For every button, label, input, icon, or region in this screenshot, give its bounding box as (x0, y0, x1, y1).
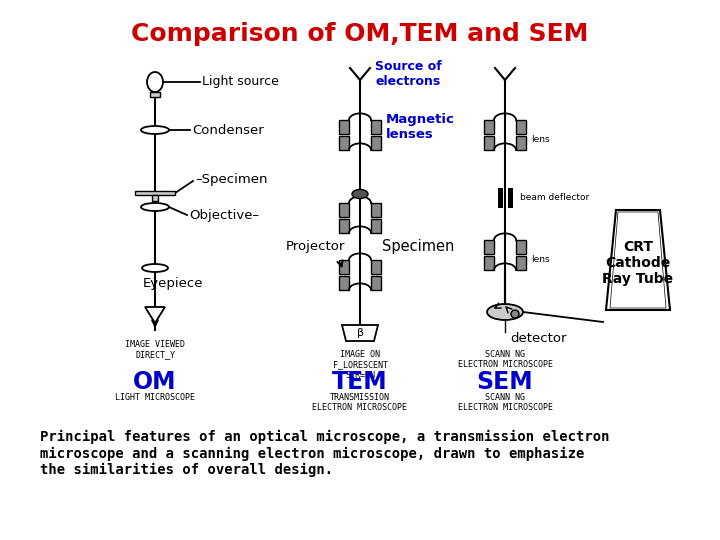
Polygon shape (606, 210, 670, 310)
Ellipse shape (141, 203, 169, 211)
Text: IMAGE ON
F_LORESCENT
SCR=EN: IMAGE ON F_LORESCENT SCR=EN (333, 350, 387, 380)
Text: Eyepiece: Eyepiece (143, 278, 204, 291)
Bar (135, 191, 175, 195)
Ellipse shape (141, 126, 169, 134)
Bar (508, 188, 513, 208)
Bar (339, 136, 349, 150)
Ellipse shape (142, 264, 168, 272)
Text: TRANSMISSION
ELECTRON MICROSCOPE: TRANSMISSION ELECTRON MICROSCOPE (312, 393, 408, 413)
Text: Objective–: Objective– (189, 210, 259, 222)
Text: SEM: SEM (477, 370, 534, 394)
Text: Magnetic
lenses: Magnetic lenses (386, 113, 455, 141)
Text: Projector: Projector (286, 240, 345, 253)
Bar (339, 219, 349, 233)
Text: CRT
Cathode
Ray Tube: CRT Cathode Ray Tube (603, 240, 674, 286)
Bar (371, 219, 381, 233)
Bar (150, 91, 160, 97)
Text: beam deflector: beam deflector (520, 193, 589, 202)
Text: Principal features of an optical microscope, a transmission electron
microscope : Principal features of an optical microsc… (40, 430, 610, 477)
Text: LIGHT MICROSCOPE: LIGHT MICROSCOPE (115, 393, 195, 402)
Polygon shape (342, 325, 378, 341)
Bar (516, 256, 526, 270)
Bar (498, 188, 503, 208)
Bar (484, 136, 494, 150)
Bar (484, 120, 494, 134)
Text: lens: lens (531, 134, 549, 144)
Text: Light source: Light source (202, 76, 279, 89)
Text: OM: OM (133, 370, 176, 394)
Text: lens: lens (531, 254, 549, 264)
Bar (371, 136, 381, 150)
Text: detector: detector (510, 332, 567, 345)
Bar (371, 260, 381, 274)
Bar (484, 240, 494, 254)
Text: SCANN NG
ELECTRON MICROSCOPE: SCANN NG ELECTRON MICROSCOPE (457, 350, 552, 369)
Bar (371, 120, 381, 134)
Text: IMAGE VIEWED
DIRECT_Y: IMAGE VIEWED DIRECT_Y (125, 340, 185, 360)
Bar (339, 260, 349, 274)
Text: β: β (356, 328, 364, 338)
Bar (339, 203, 349, 217)
Ellipse shape (511, 310, 519, 318)
Text: SCANN NG
ELECTRON MICROSCOPE: SCANN NG ELECTRON MICROSCOPE (457, 393, 552, 413)
Text: Source of
electrons: Source of electrons (375, 60, 442, 88)
Bar (339, 120, 349, 134)
Ellipse shape (147, 72, 163, 92)
Bar (371, 203, 381, 217)
Bar (371, 276, 381, 290)
Bar (484, 256, 494, 270)
Text: Comparison of OM,TEM and SEM: Comparison of OM,TEM and SEM (131, 22, 589, 46)
Bar (152, 195, 158, 201)
Polygon shape (610, 212, 666, 308)
Text: –Specimen: –Specimen (195, 173, 268, 186)
Bar (516, 120, 526, 134)
Text: Condenser: Condenser (192, 124, 264, 137)
Ellipse shape (352, 190, 368, 199)
Bar (516, 240, 526, 254)
Polygon shape (145, 307, 165, 323)
Ellipse shape (487, 304, 523, 320)
Text: TEM: TEM (332, 370, 388, 394)
Text: Specimen: Specimen (382, 240, 454, 254)
Bar (516, 136, 526, 150)
Bar (339, 276, 349, 290)
